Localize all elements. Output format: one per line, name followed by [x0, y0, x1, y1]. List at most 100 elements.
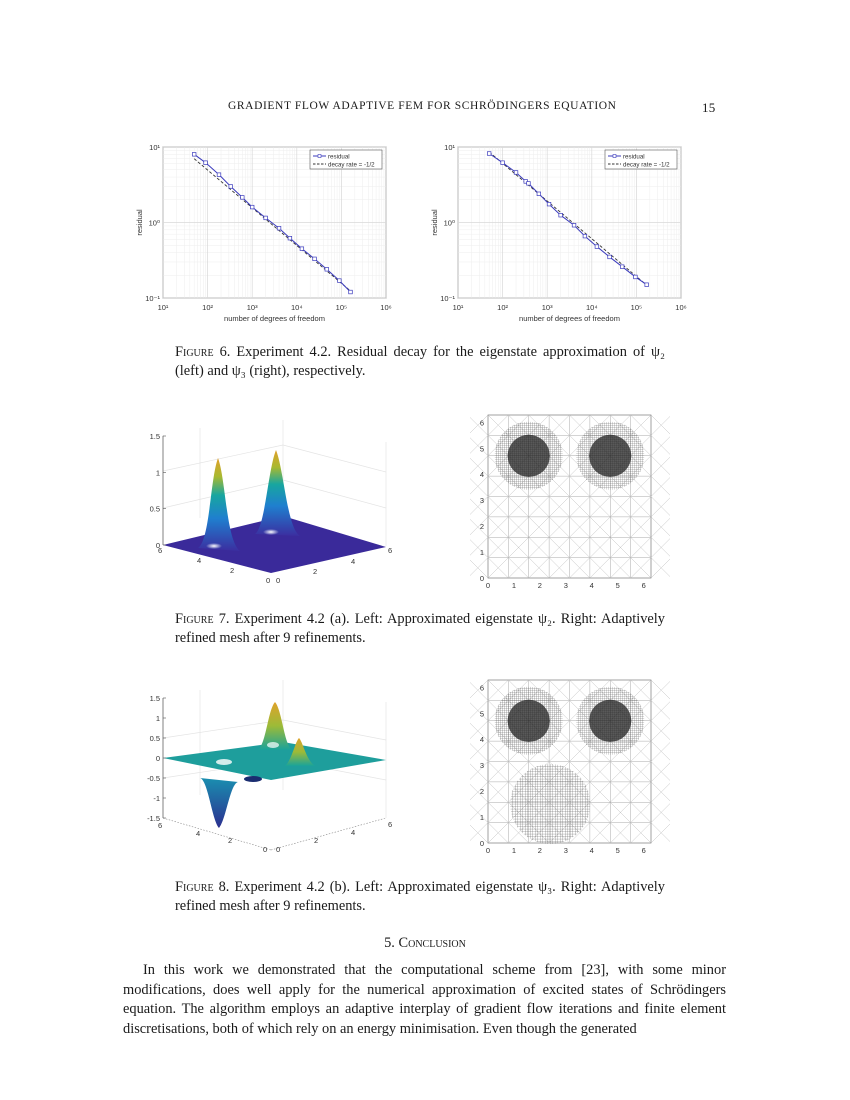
svg-text:0.5: 0.5: [150, 734, 160, 743]
page-number: 15: [702, 100, 716, 115]
svg-text:2: 2: [480, 522, 484, 531]
svg-text:10¹: 10¹: [158, 303, 169, 312]
svg-text:6: 6: [480, 683, 484, 692]
svg-text:6: 6: [480, 418, 484, 427]
svg-text:6: 6: [158, 546, 162, 555]
svg-text:10¹: 10¹: [453, 303, 464, 312]
svg-text:10¹: 10¹: [149, 143, 160, 152]
svg-text:residual: residual: [135, 209, 144, 236]
svg-text:1: 1: [512, 581, 516, 590]
svg-text:6: 6: [388, 546, 392, 555]
svg-text:1: 1: [156, 468, 160, 477]
svg-text:0: 0: [480, 839, 484, 848]
svg-text:5: 5: [480, 709, 484, 718]
svg-text:2: 2: [230, 566, 234, 575]
svg-text:0: 0: [263, 845, 267, 854]
svg-text:10⁵: 10⁵: [336, 303, 347, 312]
svg-text:residual: residual: [430, 209, 439, 236]
figure-7-label: Figure 7.: [175, 611, 230, 627]
svg-text:0: 0: [276, 845, 280, 854]
svg-text:number of degrees of freedom: number of degrees of freedom: [519, 314, 620, 323]
figure-7-caption-text: Experiment 4.2 (a). Left: Approximated e…: [175, 611, 665, 646]
svg-text:4: 4: [480, 735, 484, 744]
svg-text:5: 5: [616, 846, 620, 855]
svg-text:2: 2: [313, 567, 317, 576]
svg-text:2: 2: [228, 836, 232, 845]
svg-text:6: 6: [388, 820, 392, 829]
svg-text:4: 4: [196, 829, 200, 838]
svg-text:residual: residual: [623, 154, 645, 161]
svg-text:10⁴: 10⁴: [291, 303, 303, 312]
svg-text:0: 0: [266, 576, 270, 585]
svg-text:10¹: 10¹: [444, 143, 455, 152]
residual-chart-psi2: 10¹ 10² 10³ 10⁴ 10⁵ 10⁶ 10¹ 10⁰ 10⁻¹ number of de…: [135, 143, 392, 323]
svg-text:1: 1: [480, 813, 484, 822]
figure-8-caption: Figure 8. Experiment 4.2 (b). Left: Appr…: [175, 878, 665, 916]
svg-text:3: 3: [564, 846, 568, 855]
section-title: Conclusion: [398, 935, 466, 951]
svg-text:-1: -1: [153, 794, 160, 803]
figure-6-label: Figure 6.: [175, 344, 231, 360]
svg-text:1: 1: [156, 714, 160, 723]
svg-text:10⁵: 10⁵: [631, 303, 642, 312]
adaptive-mesh-psi3: 00 1 1 2 2 3 3 4 4 5 5 6 6: [324, 679, 815, 855]
svg-text:3: 3: [564, 581, 568, 590]
svg-text:10³: 10³: [542, 303, 553, 312]
svg-text:10²: 10²: [497, 303, 508, 312]
svg-text:10⁻¹: 10⁻¹: [440, 294, 455, 303]
residual-chart-psi3: 10¹ 10² 10³ 10⁴ 10⁵ 10⁶ 10¹ 10⁰ 10⁻¹ number of de…: [430, 143, 687, 323]
figure-7-caption: Figure 7. Experiment 4.2 (a). Left: Appr…: [175, 610, 665, 648]
svg-text:6: 6: [642, 581, 646, 590]
figure-6-caption-text: Experiment 4.2. Residual decay for the e…: [175, 344, 665, 379]
svg-text:10⁻¹: 10⁻¹: [145, 294, 160, 303]
conclusion-paragraph: In this work we demonstrated that the co…: [123, 962, 726, 1037]
svg-text:0.5: 0.5: [150, 505, 160, 514]
svg-text:4: 4: [351, 557, 355, 566]
svg-text:-0.5: -0.5: [147, 774, 160, 783]
svg-text:6: 6: [158, 821, 162, 830]
svg-text:3: 3: [480, 496, 484, 505]
svg-text:0: 0: [156, 541, 160, 550]
svg-text:residual: residual: [328, 154, 350, 161]
figure-8-caption-text: Experiment 4.2 (b). Left: Approximated e…: [175, 879, 665, 914]
svg-text:-1.5: -1.5: [147, 814, 160, 823]
svg-text:4: 4: [480, 470, 484, 479]
svg-text:10⁰: 10⁰: [444, 219, 455, 228]
svg-text:decay rate = -1/2: decay rate = -1/2: [623, 162, 670, 169]
svg-text:10²: 10²: [202, 303, 213, 312]
svg-text:1: 1: [512, 846, 516, 855]
svg-text:4: 4: [590, 846, 594, 855]
svg-text:4: 4: [351, 828, 355, 837]
svg-text:10⁰: 10⁰: [149, 219, 160, 228]
figure-6-left-plot: 10¹ 10² 10³ 10⁴ 10⁵ 10⁶ 10¹ 10⁰ 10⁻¹ number of de…: [130, 138, 400, 343]
svg-text:2: 2: [480, 787, 484, 796]
svg-text:4: 4: [197, 556, 201, 565]
svg-text:10⁶: 10⁶: [380, 303, 391, 312]
svg-text:10³: 10³: [247, 303, 258, 312]
svg-text:number of degrees of freedom: number of degrees of freedom: [224, 314, 325, 323]
section-number: 5.: [384, 935, 395, 951]
svg-text:4: 4: [590, 581, 594, 590]
adaptive-mesh-psi2: 00 1 1 2 2 3 3 4 4 5 5 6 6: [324, 414, 815, 590]
figure-6-right-plot: 10¹ 10² 10³ 10⁴ 10⁵ 10⁶ 10¹ 10⁰ 10⁻¹ number of de…: [425, 138, 695, 343]
svg-text:decay rate = -1/2: decay rate = -1/2: [328, 162, 375, 169]
svg-text:2: 2: [538, 581, 542, 590]
svg-text:1.5: 1.5: [150, 432, 160, 441]
svg-text:2: 2: [314, 836, 318, 845]
svg-text:5: 5: [616, 581, 620, 590]
svg-text:5: 5: [480, 444, 484, 453]
svg-text:6: 6: [642, 846, 646, 855]
svg-text:2: 2: [538, 846, 542, 855]
running-title: GRADIENT FLOW ADAPTIVE FEM FOR SCHRÖDING…: [228, 100, 617, 112]
svg-text:0: 0: [480, 574, 484, 583]
figure-8-label: Figure 8.: [175, 879, 230, 895]
svg-text:0: 0: [486, 846, 490, 855]
section-heading: 5. Conclusion: [0, 935, 850, 952]
svg-text:1: 1: [480, 548, 484, 557]
